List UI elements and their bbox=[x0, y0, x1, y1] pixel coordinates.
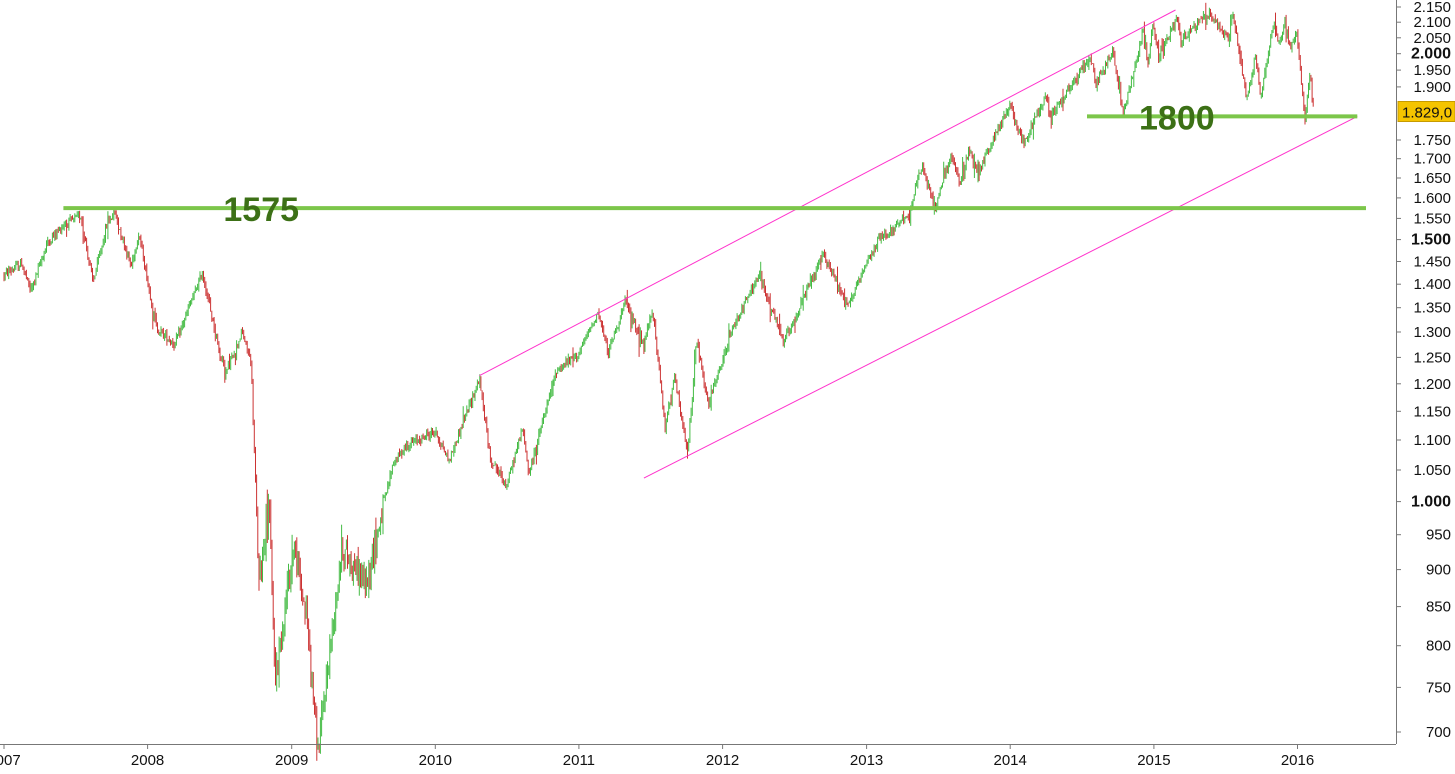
y-tick-label: 1.700 bbox=[1413, 151, 1451, 168]
y-tick-label: 1.450 bbox=[1413, 254, 1451, 271]
x-tick-label: 2014 bbox=[994, 752, 1027, 769]
y-tick-label: 1.650 bbox=[1413, 170, 1451, 187]
y-tick-label: 950 bbox=[1426, 527, 1451, 544]
y-tick-label: 1.400 bbox=[1413, 276, 1451, 293]
x-tick-label: 2008 bbox=[131, 752, 164, 769]
last-price-label: 1.829,0 bbox=[1402, 105, 1452, 122]
support-lines: 1575 1800 bbox=[63, 99, 1366, 229]
support-label-1575: 1575 bbox=[223, 191, 299, 229]
x-tick-label: 2009 bbox=[275, 752, 308, 769]
y-tick-label: 1.000 bbox=[1411, 494, 1451, 511]
y-tick-label: 900 bbox=[1426, 562, 1451, 579]
y-tick-label: 1.550 bbox=[1413, 210, 1451, 227]
y-tick-label: 1.250 bbox=[1413, 349, 1451, 366]
last-price-box bbox=[1397, 101, 1455, 122]
trend-channel bbox=[479, 9, 1358, 479]
y-tick-label: 1.200 bbox=[1413, 376, 1451, 393]
y-tick-label: 2.100 bbox=[1413, 14, 1451, 31]
y-tick-label: 1.750 bbox=[1413, 132, 1451, 149]
channel-line-lower bbox=[643, 115, 1358, 479]
price-bars bbox=[3, 2, 1314, 761]
y-tick-label: 1.950 bbox=[1413, 62, 1451, 79]
x-tick-label: 2007 bbox=[0, 752, 21, 769]
y-tick-label: 1.050 bbox=[1413, 462, 1451, 479]
y-tick-label: 750 bbox=[1426, 679, 1451, 696]
last-price-marker: 1.829,0 bbox=[1397, 101, 1455, 122]
y-tick-label: 800 bbox=[1426, 638, 1451, 655]
y-tick-label: 2.150 bbox=[1413, 0, 1451, 16]
y-tick-label: 1.350 bbox=[1413, 300, 1451, 317]
y-tick-label: 1.300 bbox=[1413, 324, 1451, 341]
y-tick-label: 2.050 bbox=[1413, 30, 1451, 47]
y-tick-label: 2.000 bbox=[1411, 46, 1451, 63]
channel-line-upper bbox=[479, 9, 1176, 377]
x-tick-label: 2013 bbox=[850, 752, 883, 769]
x-tick-label: 2015 bbox=[1137, 752, 1170, 769]
y-tick-label: 1.100 bbox=[1413, 432, 1451, 449]
x-tick-label: 2012 bbox=[706, 752, 739, 769]
x-axis: 2007 2008 2009 2010 2011 2012 2013 2014 2015 2016 bbox=[0, 744, 1314, 769]
y-tick-label: 1.150 bbox=[1413, 403, 1451, 420]
support-label-1800: 1800 bbox=[1139, 99, 1215, 137]
y-tick-label: 850 bbox=[1426, 599, 1451, 616]
x-tick-label: 2010 bbox=[419, 752, 452, 769]
y-tick-label: 1.900 bbox=[1413, 79, 1451, 96]
y-tick-label: 700 bbox=[1426, 724, 1451, 741]
x-tick-label: 2011 bbox=[563, 752, 595, 769]
y-tick-label: 1.500 bbox=[1411, 232, 1451, 249]
y-tick-label: 1.600 bbox=[1413, 190, 1451, 207]
x-tick-label: 2016 bbox=[1281, 752, 1314, 769]
